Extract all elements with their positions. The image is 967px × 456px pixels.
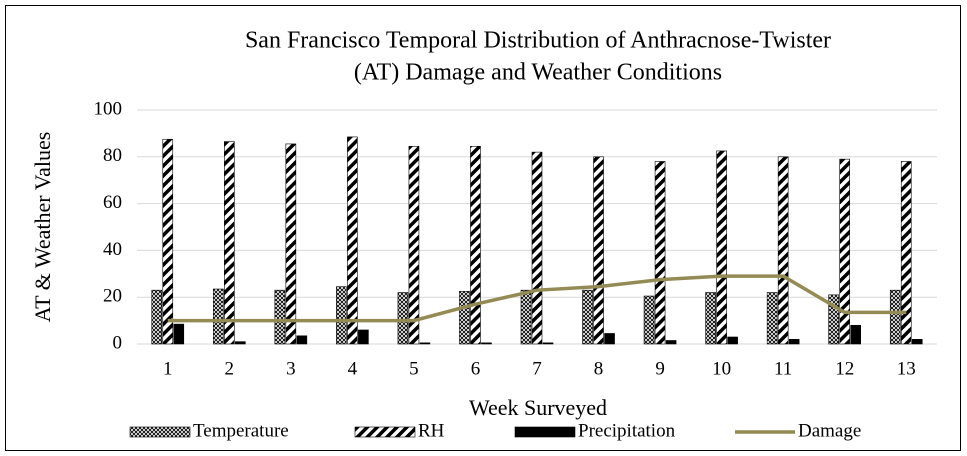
legend-label: Precipitation: [578, 420, 676, 441]
bar: [604, 333, 615, 345]
bar: [162, 138, 174, 345]
bar: [766, 292, 778, 345]
bar: [336, 286, 347, 345]
x-tick-label: 12: [835, 358, 854, 379]
legend-label: RH: [418, 420, 445, 441]
x-tick-label: 8: [594, 358, 604, 379]
bar: [285, 143, 297, 345]
bar: [408, 145, 420, 345]
bar: [889, 289, 901, 345]
y-tick-label: 40: [103, 239, 122, 260]
y-tick-label: 100: [94, 98, 123, 119]
bar: [593, 156, 604, 345]
x-tick-label: 4: [348, 358, 358, 379]
bar: [788, 339, 800, 345]
bar: [839, 158, 850, 345]
bar: [643, 295, 655, 345]
bar: [470, 145, 481, 345]
bar: [151, 289, 163, 345]
bar: [419, 342, 431, 345]
bar: [520, 289, 532, 345]
legend-swatch: [514, 426, 576, 438]
x-tick-label: 5: [409, 358, 419, 379]
y-tick-label: 80: [103, 145, 122, 166]
bar: [654, 161, 666, 345]
bar: [850, 324, 861, 345]
bar: [705, 292, 716, 345]
bar: [397, 292, 409, 345]
bar: [481, 342, 492, 345]
chart-title: San Francisco Temporal Distribution of A…: [245, 28, 831, 54]
bar: [900, 161, 912, 345]
x-tick-label: 9: [655, 358, 665, 379]
legend-label: Damage: [798, 420, 861, 441]
x-tick-label: 13: [897, 358, 916, 379]
legend-swatch: [129, 426, 191, 438]
bar: [828, 294, 839, 345]
bar: [665, 340, 677, 345]
x-tick-label: 2: [225, 358, 235, 379]
bar: [224, 141, 235, 345]
bar: [347, 136, 358, 345]
bar: [296, 335, 308, 345]
x-tick-label: 1: [163, 358, 173, 379]
bar: [459, 291, 470, 345]
bar: [173, 323, 185, 345]
x-tick-label: 6: [471, 358, 481, 379]
x-tick-label: 11: [774, 358, 792, 379]
y-tick-label: 0: [113, 332, 123, 353]
x-tick-label: 7: [532, 358, 542, 379]
line: [167, 274, 907, 323]
x-tick-label: 3: [286, 358, 296, 379]
bar: [727, 336, 738, 345]
x-axis-label: Week Surveyed: [469, 395, 607, 420]
bar: [213, 288, 224, 345]
legend-label: Temperature: [193, 420, 289, 441]
bar: [235, 341, 246, 345]
bar: [531, 151, 543, 345]
bar: [274, 289, 286, 345]
y-tick-label: 60: [103, 192, 122, 213]
legend-swatch: [354, 426, 416, 438]
bar: [911, 339, 923, 345]
bar: [542, 342, 554, 345]
bar: [582, 289, 593, 345]
x-tick-label: 10: [712, 358, 731, 379]
y-axis-label: AT & Weather Values: [30, 132, 55, 323]
bar: [358, 329, 369, 345]
bar: [716, 150, 727, 345]
bar: [777, 156, 789, 345]
chart-title: (AT) Damage and Weather Conditions: [354, 60, 722, 86]
y-tick-label: 20: [103, 286, 122, 307]
